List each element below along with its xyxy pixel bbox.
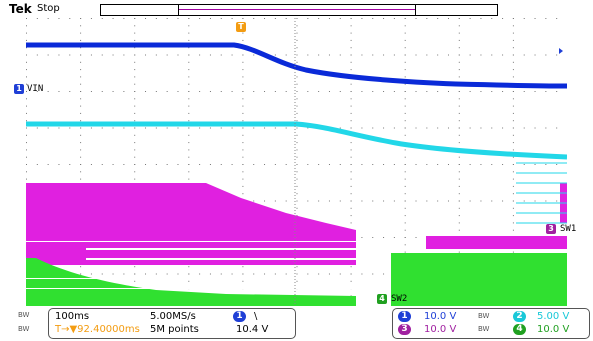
trigger-source-badge: 1 [233,311,246,322]
ch1-level-indicator [559,48,563,54]
ch3-bw-label: BW [478,325,490,333]
ch1-scale-badge[interactable]: 1 [398,311,411,322]
trigger-position: T→▼92.40000ms [55,324,140,335]
ch3-label: SW1 [560,224,577,234]
ch3-trace [26,183,356,265]
waveform-canvas [26,18,567,310]
ch4-label: SW2 [391,294,408,304]
top-bar: Tek Stop [0,0,593,18]
ch2-label: VOUT [27,152,49,162]
horizontal-scale: 100ms [55,311,90,322]
ch4-scale-badge[interactable]: 4 [513,324,526,335]
status-bar: BW BW 100ms 5.00MS/s T→▼92.40000ms 5M po… [0,306,593,341]
trigger-level: 10.4 V [236,324,269,335]
ch2-lines-right [516,162,567,224]
trigger-marker-tag[interactable]: T [236,22,246,32]
ch3-scale: 10.0 V [424,324,457,335]
ch4-block-right [391,253,567,306]
ch4-trace [26,258,356,306]
ch3-marker-tag[interactable]: 3 [546,224,556,234]
trigger-slope: \ [254,311,258,322]
ch4-scale: 10.0 V [537,324,570,335]
bw-limit-ch3: BW [18,325,30,333]
waveform-display[interactable] [26,18,567,310]
ch3-scale-badge[interactable]: 3 [398,324,411,335]
horizontal-settings-box[interactable] [48,308,296,339]
ch1-trace [26,42,567,89]
ch2-scale: 5.00 V [537,311,570,322]
acquisition-state: Stop [37,3,60,14]
sample-rate: 5.00MS/s [150,311,196,322]
record-length: 5M points [150,324,199,335]
ch1-bw-label: BW [478,312,490,320]
ch1-marker-tag[interactable]: 1 [14,84,24,94]
bw-limit-ch1: BW [18,311,30,319]
ch2-trace [26,121,567,160]
ch2-scale-badge[interactable]: 2 [513,311,526,322]
record-view-window[interactable] [178,4,416,16]
vertical-settings-box[interactable] [392,308,590,339]
ch4-marker-tag[interactable]: 4 [377,294,387,304]
brand-logo: Tek [9,2,32,16]
ch1-label: VIN [27,84,44,94]
ch1-scale: 10.0 V [424,311,457,322]
ch3-block-right [426,236,567,249]
